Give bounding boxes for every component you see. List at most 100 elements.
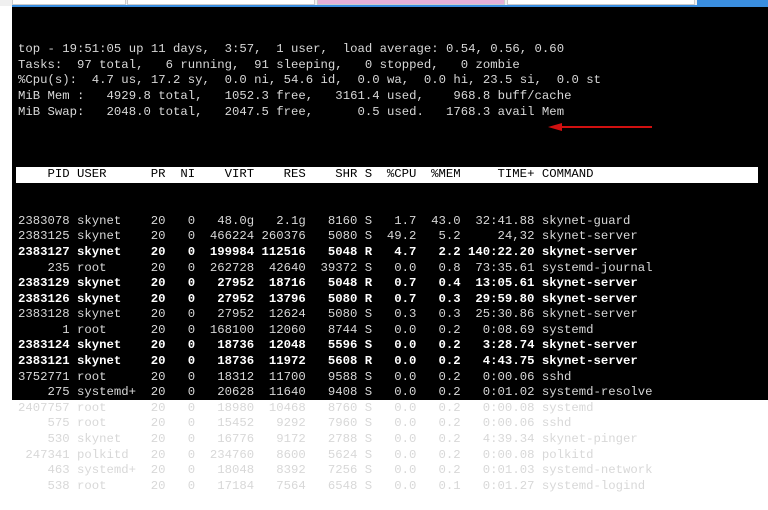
cell-shr: 5608 <box>327 354 358 369</box>
cell-shr: 5048 <box>327 276 358 291</box>
header-pid: PID <box>47 166 70 181</box>
cell-cmd: skynet-pinger <box>541 432 638 447</box>
cell-ni: 0 <box>187 432 196 447</box>
cell-s: S <box>364 463 373 478</box>
process-row[interactable]: 538 root 20 0 17184 7564 6548 S 0.0 0.1 0:01.27 sys… <box>18 479 768 495</box>
process-row[interactable]: 3752771 root 20 0 18312 11700 9588 S 0.0 0.2 0:00.… <box>18 370 768 386</box>
cell-cpu: 0.0 <box>394 322 417 337</box>
cell-ni: 0 <box>187 322 196 337</box>
cell-virt: 20628 <box>217 385 255 400</box>
cell-user: skynet <box>77 229 122 244</box>
cell-mem: 0.3 <box>438 307 461 322</box>
cell-mem: 0.2 <box>438 385 461 400</box>
cell-s: S <box>364 307 373 322</box>
tab-2[interactable] <box>127 0 315 5</box>
header-cpu: %CPU <box>386 166 417 181</box>
cell-ni: 0 <box>187 447 196 462</box>
cell-shr: 39372 <box>320 260 358 275</box>
cell-cpu: 0.3 <box>394 307 417 322</box>
cell-shr: 5080 <box>327 307 358 322</box>
cell-user: skynet <box>77 213 122 228</box>
process-row[interactable]: 2383126 skynet 20 0 27952 13796 5080 R 0.7 0.3 29:… <box>18 292 768 308</box>
cell-res: 11972 <box>268 354 306 369</box>
cell-pr: 20 <box>150 276 166 291</box>
process-row[interactable]: 2383078 skynet 20 0 48.0g 2.1g 8160 S 1.7 43.0 32:… <box>18 214 768 230</box>
process-row[interactable]: 275 systemd+ 20 0 20628 11640 9408 S 0.0 0.2 0:01.… <box>18 385 768 401</box>
process-row[interactable]: 2383124 skynet 20 0 18736 12048 5596 S 0.0 0.2 3:2… <box>18 338 768 354</box>
cell-ni: 0 <box>187 260 196 275</box>
cell-s: S <box>364 369 373 384</box>
cell-res: 11640 <box>268 385 306 400</box>
process-row[interactable]: 247341 polkitd 20 0 234760 8600 5624 S 0.0 0.2 0:0… <box>18 448 768 464</box>
cell-virt: 18980 <box>217 400 255 415</box>
cell-cpu: 0.0 <box>394 260 417 275</box>
cell-s: S <box>364 229 373 244</box>
cell-virt: 168100 <box>209 322 255 337</box>
tab-4[interactable] <box>507 0 695 5</box>
tab-3-active[interactable] <box>317 0 505 5</box>
cell-ni: 0 <box>187 369 196 384</box>
cell-user: skynet <box>77 291 122 306</box>
cell-cpu: 4.7 <box>394 244 417 259</box>
cell-shr: 5596 <box>327 338 358 353</box>
cell-user: root <box>77 369 107 384</box>
cell-time: 4:39.34 <box>482 432 535 447</box>
cell-ni: 0 <box>187 400 196 415</box>
process-row[interactable]: 2383125 skynet 20 0 466224 260376 5080 S 49.2 5.2… <box>18 229 768 245</box>
header-res: RES <box>283 166 306 181</box>
process-row[interactable]: 530 skynet 20 0 16776 9172 2788 S 0.0 0.2 4:39.34 s… <box>18 432 768 448</box>
header-virt: VIRT <box>224 166 255 181</box>
cell-virt: 18048 <box>217 463 255 478</box>
header-mem: %MEM <box>431 166 461 181</box>
process-row[interactable]: 2383128 skynet 20 0 27952 12624 5080 S 0.3 0.3 25:… <box>18 307 768 323</box>
cell-cmd: skynet-server <box>541 291 638 306</box>
header-ni: NI <box>180 166 196 181</box>
process-row[interactable]: 2383121 skynet 20 0 18736 11972 5608 R 0.0 0.2 4:4… <box>18 354 768 370</box>
process-row[interactable]: 463 systemd+ 20 0 18048 8392 7256 S 0.0 0.2 0:01.0… <box>18 463 768 479</box>
cell-cmd: polkitd <box>541 447 594 462</box>
cell-ni: 0 <box>187 307 196 322</box>
cell-cpu: 0.0 <box>394 369 417 384</box>
cell-mem: 0.2 <box>438 400 461 415</box>
summary-line: %Cpu(s): 4.7 us, 17.2 sy, 0.0 ni, 54.6 i… <box>18 73 601 88</box>
cell-mem: 0.8 <box>438 260 461 275</box>
cell-mem: 43.0 <box>431 213 461 228</box>
cell-ni: 0 <box>187 244 196 259</box>
cell-cmd: sshd <box>541 416 572 431</box>
cell-pid: 2383124 <box>18 338 70 353</box>
process-row[interactable]: 1 root 20 0 168100 12060 8744 S 0.0 0.2 0:08.69 sys… <box>18 323 768 339</box>
cell-user: systemd+ <box>77 463 137 478</box>
process-row[interactable]: 235 root 20 0 262728 42640 39372 S 0.0 0.8 73:35.6… <box>18 261 768 277</box>
summary-line: MiB Swap: 2048.0 total, 2047.5 free, 0.5… <box>18 104 565 119</box>
cell-pid: 2383127 <box>18 244 70 259</box>
summary-line: MiB Mem : 4929.8 total, 1052.3 free, 316… <box>18 88 572 103</box>
process-row[interactable]: 575 root 20 0 15452 9292 7960 S 0.0 0.2 0:00.06 ssh… <box>18 416 768 432</box>
cell-res: 10468 <box>268 400 306 415</box>
cell-virt: 15452 <box>217 416 255 431</box>
cell-cmd: systemd <box>541 322 594 337</box>
cell-ni: 0 <box>187 276 196 291</box>
header-pr: PR <box>150 166 166 181</box>
cell-ni: 0 <box>187 338 196 353</box>
tab-5[interactable] <box>697 0 768 5</box>
cell-cpu: 1.7 <box>394 213 417 228</box>
cell-cmd: skynet-server <box>541 354 638 369</box>
cell-time: 0:08.69 <box>482 322 535 337</box>
cell-cmd: skynet-server <box>541 276 638 291</box>
terminal[interactable]: top - 19:51:05 up 11 days, 3:57, 1 user,… <box>12 7 768 493</box>
cell-s: S <box>364 322 373 337</box>
tab-1[interactable] <box>12 0 126 5</box>
cell-mem: 0.2 <box>438 322 461 337</box>
cell-time: 0:00.06 <box>482 416 535 431</box>
cell-time: 4:43.75 <box>482 354 535 369</box>
cell-pr: 20 <box>150 416 166 431</box>
cell-virt: 18312 <box>217 369 255 384</box>
cell-virt: 48.0g <box>217 213 255 228</box>
cell-pid: 275 <box>47 385 70 400</box>
cell-time: 140:22.20 <box>468 244 535 259</box>
cell-virt: 466224 <box>209 229 255 244</box>
process-row[interactable]: 2383129 skynet 20 0 27952 18716 5048 R 0.7 0.4 13:… <box>18 276 768 292</box>
process-row[interactable]: 2383127 skynet 20 0 199984 112516 5048 R 4.7 2.2 1… <box>18 245 768 261</box>
cell-user: root <box>77 478 107 493</box>
process-row[interactable]: 2407757 root 20 0 18980 10468 8760 S 0.0 0.2 0:00.… <box>18 401 768 417</box>
